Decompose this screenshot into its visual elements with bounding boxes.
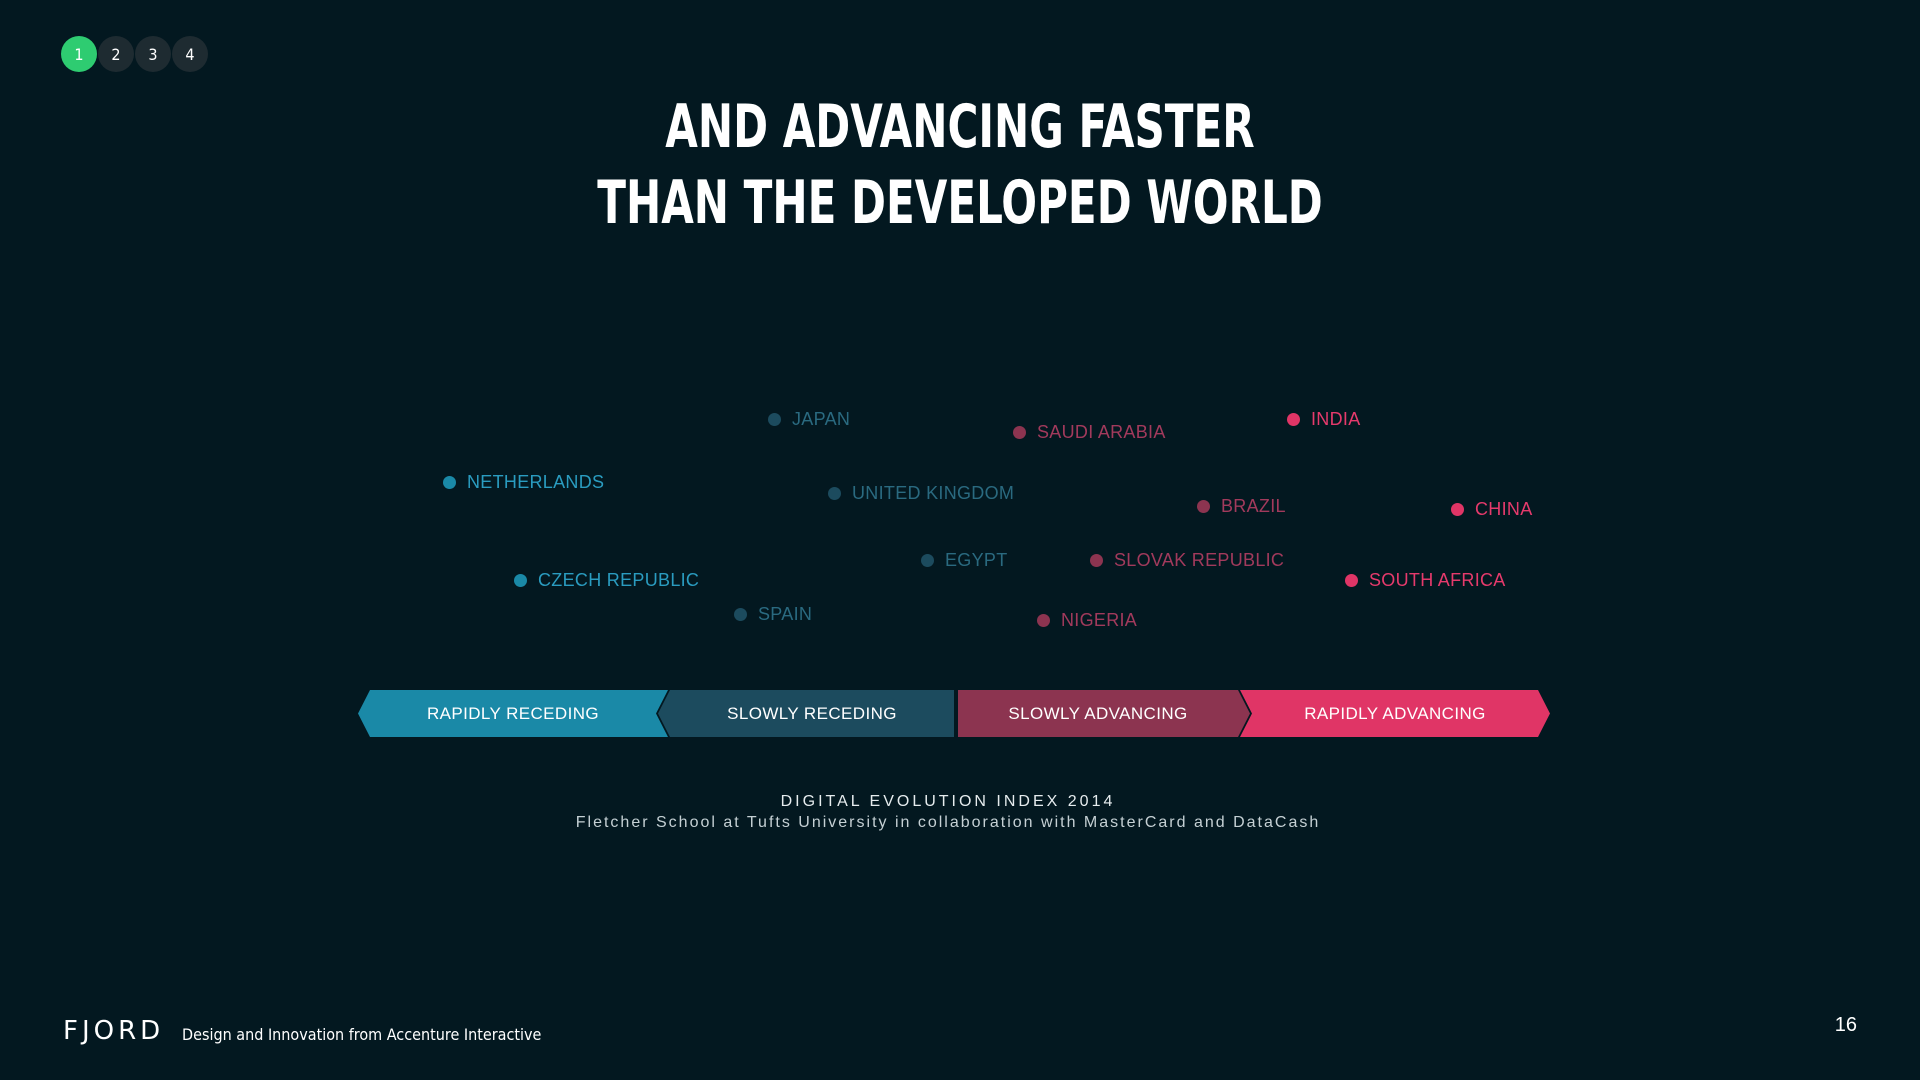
country-dot-icon <box>734 608 747 621</box>
slide-pager: 1 2 3 4 <box>61 36 208 72</box>
country-slovak-republic: SLOVAK REPUBLIC <box>1090 550 1284 571</box>
country-saudi-arabia: SAUDI ARABIA <box>1013 422 1166 443</box>
country-label: SLOVAK REPUBLIC <box>1114 550 1285 570</box>
country-label: CZECH REPUBLIC <box>538 570 700 590</box>
footer-tagline: Design and Innovation from Accenture Int… <box>182 1025 542 1044</box>
segment-rapidly-receding: RAPIDLY RECEDING <box>426 704 600 723</box>
country-spain: SPAIN <box>734 604 812 625</box>
country-label: SOUTH AFRICA <box>1369 570 1506 590</box>
country-dot-icon <box>1451 503 1464 516</box>
evolution-scale-bar: RAPIDLY RECEDING SLOWLY RECEDING SLOWLY … <box>358 690 1550 737</box>
source-subtitle: Fletcher School at Tufts University in c… <box>575 814 1321 831</box>
pager-dot-4[interactable]: 4 <box>172 36 208 72</box>
country-dot-icon <box>1287 413 1300 426</box>
country-dot-icon <box>514 574 527 587</box>
country-dot-icon <box>768 413 781 426</box>
source-title: DIGITAL EVOLUTION INDEX 2014 <box>780 793 1116 810</box>
segment-rapidly-advancing-shape <box>1240 690 1550 737</box>
segment-slowly-advancing-shape <box>958 690 1250 737</box>
segment-slowly-receding-shape <box>658 690 954 737</box>
country-japan: JAPAN <box>768 409 850 430</box>
country-dot-icon <box>921 554 934 567</box>
country-egypt: EGYPT <box>921 550 1008 571</box>
country-netherlands: NETHERLANDS <box>443 472 604 493</box>
pager-dot-2[interactable]: 2 <box>98 36 134 72</box>
country-label: UNITED KINGDOM <box>852 483 1015 503</box>
country-label: NIGERIA <box>1061 610 1138 630</box>
country-india: INDIA <box>1287 409 1361 430</box>
country-label: NETHERLANDS <box>467 472 605 492</box>
country-dot-icon <box>443 476 456 489</box>
country-czech-republic: CZECH REPUBLIC <box>514 570 699 591</box>
country-dot-icon <box>1090 554 1103 567</box>
country-dot-icon <box>1345 574 1358 587</box>
country-dot-icon <box>828 487 841 500</box>
scale-bar-shapes <box>358 690 1550 737</box>
segment-slowly-advancing: SLOWLY ADVANCING <box>1008 704 1188 723</box>
country-brazil: BRAZIL <box>1197 496 1286 517</box>
country-south-africa: SOUTH AFRICA <box>1345 570 1506 591</box>
slide-title-line-2: THAN THE DEVELOPED WORLD <box>597 168 1323 238</box>
country-label: EGYPT <box>945 550 1008 570</box>
pager-dot-3[interactable]: 3 <box>135 36 171 72</box>
country-label: JAPAN <box>792 409 851 429</box>
segment-rapidly-receding-shape <box>358 690 668 737</box>
page-number: 16 <box>1834 1014 1857 1036</box>
slide-title-line-1: AND ADVANCING FASTER <box>665 92 1255 162</box>
country-china: CHINA <box>1451 499 1533 520</box>
fjord-logo: FJORD <box>63 1016 165 1046</box>
country-label: INDIA <box>1311 409 1361 429</box>
segment-rapidly-advancing: RAPIDLY ADVANCING <box>1304 704 1486 723</box>
country-dot-icon <box>1037 614 1050 627</box>
country-nigeria: NIGERIA <box>1037 610 1137 631</box>
segment-slowly-receding: SLOWLY RECEDING <box>727 704 897 723</box>
country-label: SPAIN <box>758 604 813 624</box>
pager-dot-1[interactable]: 1 <box>61 36 97 72</box>
country-label: CHINA <box>1475 499 1533 519</box>
country-united-kingdom: UNITED KINGDOM <box>828 483 1014 504</box>
country-label: SAUDI ARABIA <box>1037 422 1166 442</box>
country-dot-icon <box>1013 426 1026 439</box>
country-dot-icon <box>1197 500 1210 513</box>
country-label: BRAZIL <box>1221 496 1286 516</box>
